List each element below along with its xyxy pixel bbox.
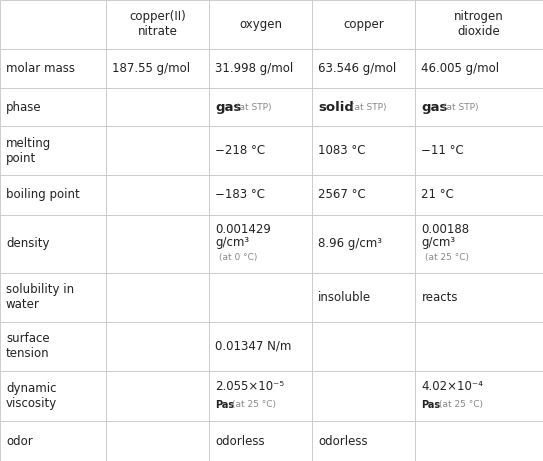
Text: Pas: Pas [421,400,440,410]
Bar [0,371,106,421]
Bar [106,175,209,214]
Bar [0,126,106,175]
Text: dynamic
viscosity: dynamic viscosity [6,382,57,410]
Bar [415,214,543,273]
Text: gas: gas [421,101,448,114]
Bar [312,273,415,322]
Bar [415,421,543,461]
Bar [0,214,106,273]
Bar [312,421,415,461]
Text: (at STP): (at STP) [351,103,387,112]
Bar [209,175,312,214]
Text: Pas: Pas [215,400,234,410]
Bar [0,322,106,371]
Bar [312,49,415,89]
Bar [106,0,209,49]
Text: 2567 °C: 2567 °C [318,188,366,201]
Bar [415,126,543,175]
Text: copper: copper [343,18,384,31]
Text: 8.96 g/cm³: 8.96 g/cm³ [318,237,382,250]
Bar [312,89,415,126]
Text: 0.00188: 0.00188 [421,223,470,236]
Text: 187.55 g/mol: 187.55 g/mol [112,62,190,75]
Text: (at STP): (at STP) [443,103,478,112]
Bar [415,0,543,49]
Text: 0.001429: 0.001429 [215,223,271,236]
Bar [0,89,106,126]
Bar [106,214,209,273]
Bar [106,322,209,371]
Bar [106,371,209,421]
Bar [209,322,312,371]
Bar [312,214,415,273]
Text: 2.055×10⁻⁵: 2.055×10⁻⁵ [215,380,284,393]
Text: (at STP): (at STP) [236,103,272,112]
Text: (at 25 °C): (at 25 °C) [439,400,483,409]
Text: g/cm³: g/cm³ [421,236,456,249]
Text: 21 °C: 21 °C [421,188,454,201]
Text: odor: odor [6,435,33,448]
Text: odorless: odorless [318,435,368,448]
Text: melting
point: melting point [6,136,51,165]
Text: g/cm³: g/cm³ [215,236,249,249]
Bar [209,49,312,89]
Bar [312,175,415,214]
Text: 46.005 g/mol: 46.005 g/mol [421,62,500,75]
Bar [0,49,106,89]
Text: oxygen: oxygen [239,18,282,31]
Text: surface
tension: surface tension [6,332,49,360]
Bar [415,371,543,421]
Bar [415,49,543,89]
Text: nitrogen
dioxide: nitrogen dioxide [454,11,504,38]
Bar [312,371,415,421]
Bar [415,273,543,322]
Bar [209,214,312,273]
Text: odorless: odorless [215,435,264,448]
Bar [209,126,312,175]
Text: 1083 °C: 1083 °C [318,144,366,157]
Text: −11 °C: −11 °C [421,144,464,157]
Text: insoluble: insoluble [318,291,371,304]
Text: boiling point: boiling point [6,188,80,201]
Bar [0,0,106,49]
Bar [415,89,543,126]
Text: solubility in
water: solubility in water [6,284,74,311]
Bar [209,89,312,126]
Text: 63.546 g/mol: 63.546 g/mol [318,62,396,75]
Bar [312,0,415,49]
Text: −183 °C: −183 °C [215,188,265,201]
Text: −218 °C: −218 °C [215,144,265,157]
Bar [209,421,312,461]
Text: copper(II)
nitrate: copper(II) nitrate [129,11,186,38]
Text: gas: gas [215,101,242,114]
Bar [209,0,312,49]
Bar [209,273,312,322]
Text: solid: solid [318,101,354,114]
Bar [415,175,543,214]
Bar [106,49,209,89]
Bar [0,421,106,461]
Bar [106,421,209,461]
Text: phase: phase [6,101,42,114]
Bar [0,273,106,322]
Bar [106,89,209,126]
Bar [106,126,209,175]
Bar [312,126,415,175]
Text: (at 25 °C): (at 25 °C) [232,400,276,409]
Text: density: density [6,237,49,250]
Bar [209,371,312,421]
Text: 31.998 g/mol: 31.998 g/mol [215,62,293,75]
Bar [106,273,209,322]
Text: 4.02×10⁻⁴: 4.02×10⁻⁴ [421,380,483,393]
Text: 0.01347 N/m: 0.01347 N/m [215,340,292,353]
Bar [415,322,543,371]
Text: molar mass: molar mass [6,62,75,75]
Bar [0,175,106,214]
Text: (at 0 °C): (at 0 °C) [219,253,257,262]
Bar [312,322,415,371]
Text: reacts: reacts [421,291,458,304]
Text: (at 25 °C): (at 25 °C) [425,253,469,262]
